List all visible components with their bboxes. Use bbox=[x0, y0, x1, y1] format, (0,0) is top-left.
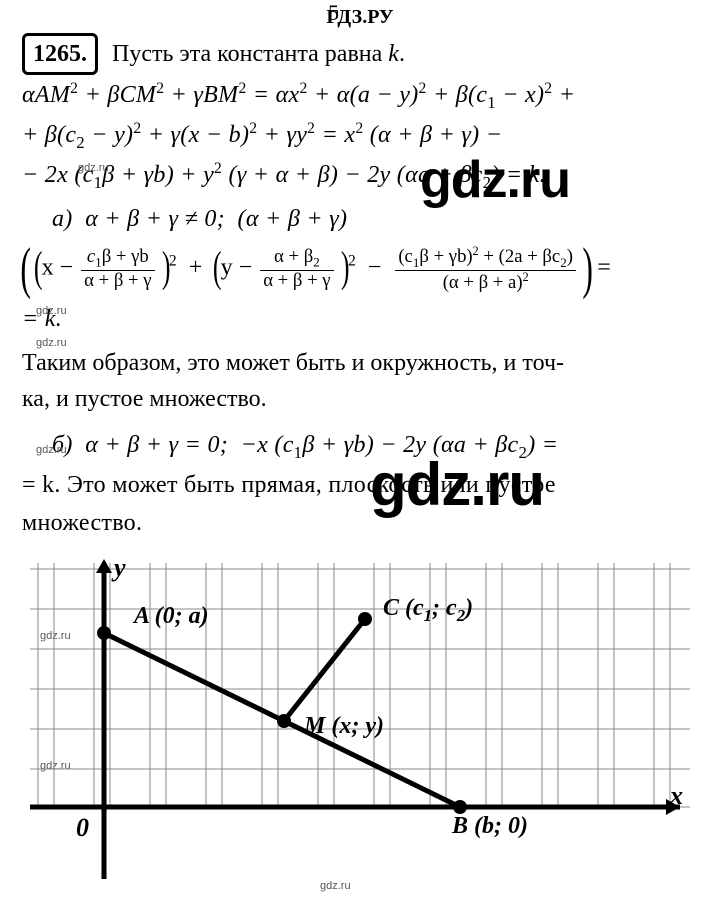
math-line-1: αAM2 + βCM2 + γBM2 = αx2 + α(a − y)2 + β… bbox=[22, 77, 698, 115]
part-b-line1: б) α + β + γ = 0; −x (c1β + γb) − 2y (αa… bbox=[22, 427, 698, 465]
part-b-line3: множество. bbox=[22, 505, 698, 541]
diagram: y x 0 A (0; a) C (c1; c2) M (x; y) B (b;… bbox=[20, 559, 700, 879]
x-axis-label: x bbox=[670, 781, 683, 811]
y-axis-label: y bbox=[114, 553, 126, 583]
conclusion-a: Таким образом, это может быть и окружнос… bbox=[22, 345, 698, 417]
partial-top-fragment: 5 bbox=[328, 0, 339, 26]
frac3-num: (c1β + γb)2 + (2a + βc2) bbox=[395, 245, 576, 271]
solution-content: 1265. Пусть эта константа равна k. αAM2 … bbox=[0, 33, 720, 541]
frac1-num: c1β + γb bbox=[81, 247, 154, 270]
part-a-lead: а) α + β + γ ≠ 0; (α + β + γ) bbox=[22, 201, 698, 237]
frac2-num: α + β2 bbox=[260, 247, 333, 270]
watermark-small: gdz.ru bbox=[320, 880, 351, 892]
frac3-den: (α + β + a)2 bbox=[395, 271, 576, 293]
frac2-den: α + β + γ bbox=[260, 271, 333, 291]
conclusion-a-line1: Таким образом, это может быть и окружнос… bbox=[22, 345, 698, 381]
diagram-svg bbox=[20, 559, 700, 879]
problem-row: 1265. Пусть эта константа равна k. bbox=[22, 33, 698, 75]
conclusion-a-line2: ка, и пустое множество. bbox=[22, 381, 698, 417]
part-b-line2: = k. Это может быть прямая, плоскость ил… bbox=[22, 467, 698, 503]
part-a-big-expression: ( (x − c1β + γbα + β + γ )2 + (y − α + β… bbox=[22, 245, 698, 293]
math-line-2: + β(c2 − y)2 + γ(x − b)2 + γy2 = x2 (α +… bbox=[22, 117, 698, 155]
site-header: ГДЗ.РУ bbox=[0, 0, 720, 33]
problem-intro: Пусть эта константа равна k. bbox=[112, 41, 405, 67]
origin-label: 0 bbox=[76, 813, 89, 843]
frac1-den: α + β + γ bbox=[81, 271, 154, 291]
eq-k: = k. bbox=[22, 301, 698, 337]
math-line-3: − 2x (c1β + γb) + y2 (γ + α + β) − 2y (α… bbox=[22, 157, 698, 195]
problem-number: 1265. bbox=[22, 33, 98, 75]
